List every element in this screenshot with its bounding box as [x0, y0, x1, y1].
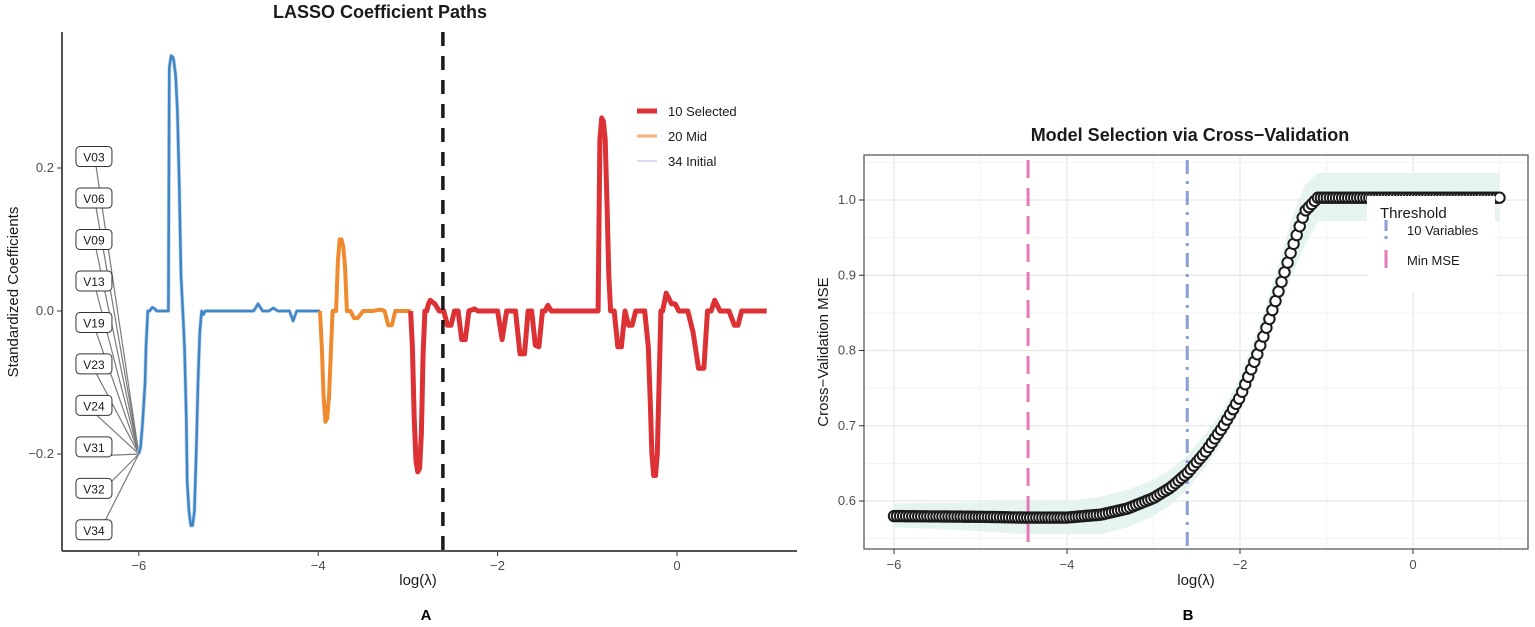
cv-point [1493, 191, 1506, 204]
y-tick-label: 0.8 [838, 343, 856, 358]
panel-label-b: B [1183, 607, 1194, 624]
series-path-34-initial [137, 54, 320, 527]
leader-line [95, 372, 140, 455]
x-tick-label: −4 [311, 558, 326, 573]
variable-label: V34 [83, 524, 105, 538]
y-tick-label: 0.9 [838, 267, 856, 282]
leader-line [95, 331, 140, 455]
legend-label: 20 Mid [668, 129, 707, 144]
variable-label-box [75, 146, 113, 168]
variable-label-box [75, 519, 113, 541]
y-axis-label-a: Standardized Coefficients [5, 207, 22, 378]
variable-label: V23 [83, 358, 105, 372]
variable-label-group: V03 V06 V09 V13 V19 V23 V24 V31 V32 V34 [75, 146, 140, 541]
y-tick-label: 0.2 [36, 160, 54, 175]
cv-model-selection-chart: Model Selection via Cross−Validation −6−… [815, 125, 1529, 624]
plot-border-b [863, 154, 1529, 550]
x-tick-label: −2 [1233, 557, 1248, 572]
x-axis-label-b: log(λ) [1177, 572, 1215, 589]
variable-label-box [75, 270, 113, 292]
variable-label: V24 [83, 399, 105, 413]
series-path-10-selected [408, 115, 767, 478]
y-axis-label-b: Cross−Validation MSE [815, 277, 832, 426]
x-axis-label-a: log(λ) [399, 572, 437, 589]
variable-label: V09 [83, 234, 105, 248]
y-tick-label: 1.0 [838, 192, 856, 207]
legend-title: Threshold [1380, 205, 1447, 222]
x-tick-label: −6 [887, 557, 902, 572]
variable-label-box [75, 477, 113, 499]
variable-label-box [75, 311, 113, 333]
leader-line [95, 165, 140, 455]
y-tick-label: 0.0 [36, 303, 54, 318]
chart-title-b: Model Selection via Cross−Validation [1031, 125, 1350, 145]
coefficient-series [136, 53, 767, 528]
variable-label: V19 [83, 316, 105, 330]
variable-label: V06 [83, 192, 105, 206]
x-tick-label: −2 [490, 558, 505, 573]
variable-label: V13 [83, 275, 105, 289]
y-tick-label: 0.6 [838, 493, 856, 508]
axis-ticks-b: −6 −4 −2 0 0.6 0.7 0.8 0.9 1.0 [838, 192, 1417, 572]
x-tick-label: −6 [131, 558, 146, 573]
variable-label: V31 [83, 441, 105, 455]
y-tick-label: 0.7 [838, 418, 856, 433]
legend-label: 10 Variables [1407, 223, 1479, 238]
legend-label: 34 Initial [668, 154, 717, 169]
variable-label-box [75, 229, 113, 250]
chart-title-a: LASSO Coefficient Paths [273, 2, 487, 22]
x-tick-label: 0 [1409, 557, 1416, 572]
variable-label-box [75, 436, 113, 458]
variable-label-box [75, 187, 113, 209]
variable-label: V03 [83, 151, 105, 165]
legend-a: 10 Selected 20 Mid 34 Initial [637, 104, 737, 169]
variable-label-box [75, 353, 113, 375]
threshold-lines [1026, 160, 1189, 549]
variable-label: V32 [83, 482, 105, 496]
x-tick-label: 0 [673, 558, 680, 573]
x-tick-label: −4 [1060, 557, 1075, 572]
legend-label: 10 Selected [668, 104, 737, 119]
panel-label-a: A [421, 607, 432, 624]
series-path-20-mid [318, 237, 411, 424]
series-path-initial-halo [136, 53, 320, 528]
y-tick-label: −0.2 [28, 446, 54, 461]
leader-line [95, 413, 140, 455]
lasso-coefficient-paths-chart: LASSO Coefficient Paths V03V06V09V13V19V… [5, 2, 797, 624]
legend-background [1367, 196, 1495, 292]
legend-label: Min MSE [1407, 253, 1460, 268]
variable-label-box [75, 394, 113, 416]
axis-ticks-a: −6 −4 −2 0 0.2 0.0 −0.2 [28, 160, 680, 573]
